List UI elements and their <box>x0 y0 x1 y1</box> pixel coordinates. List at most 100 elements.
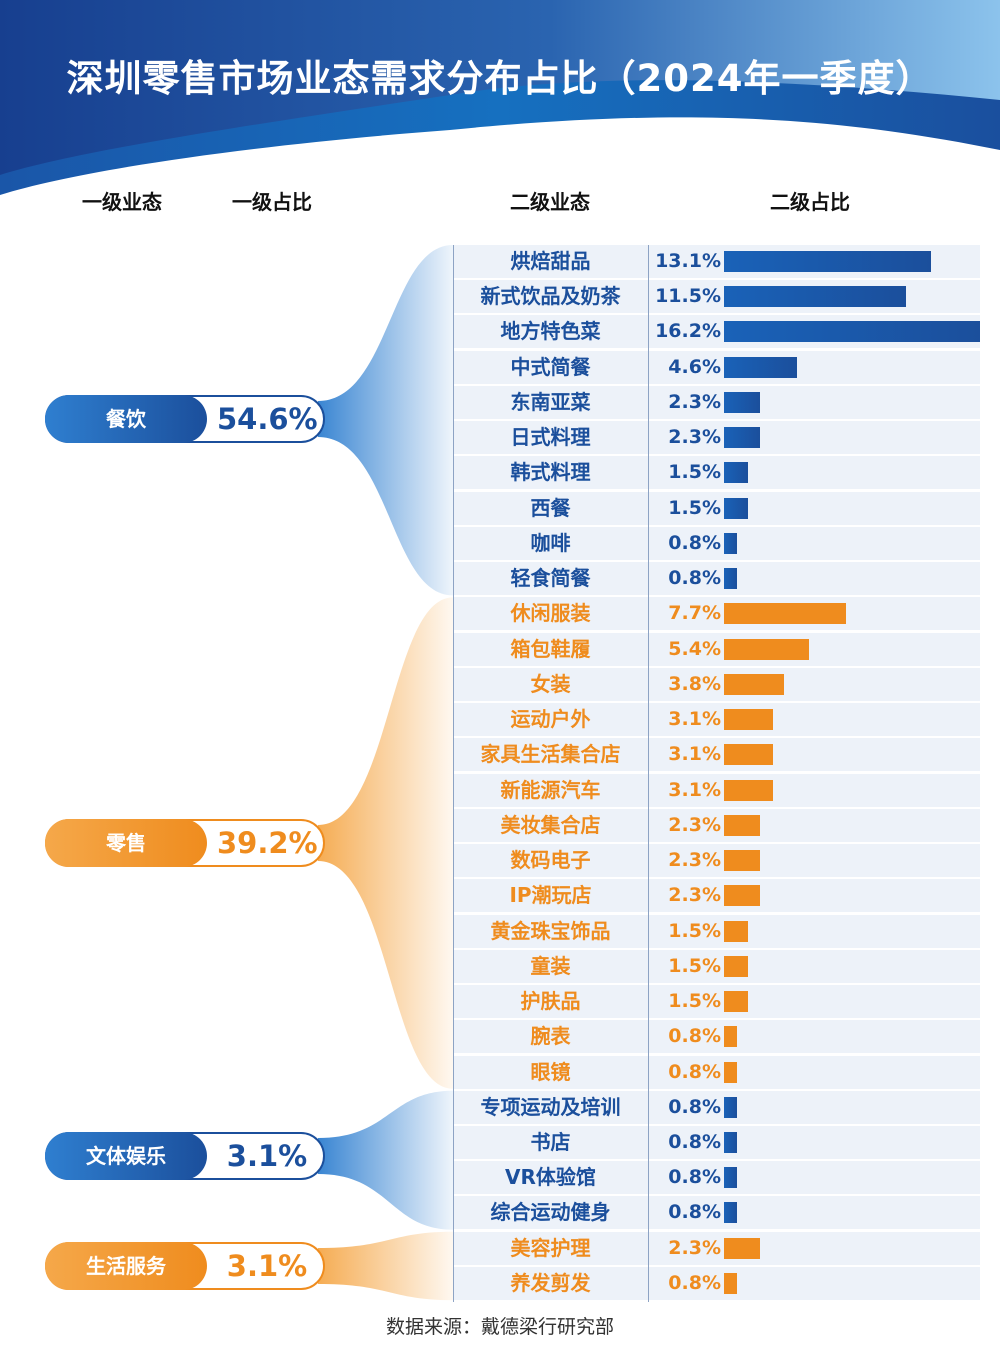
level2-value-label: 0.8% <box>668 1095 721 1118</box>
level2-name: 书店 <box>530 1130 571 1154</box>
level2-name: 新式饮品及奶茶 <box>480 284 621 309</box>
table-row: 西餐 1.5% <box>453 491 980 525</box>
level2-name: 专项运动及培训 <box>480 1094 621 1119</box>
level2-value-label: 1.5% <box>668 954 721 977</box>
level1-category: 零售 <box>45 819 207 867</box>
bar <box>724 744 773 766</box>
bar <box>724 603 846 625</box>
table-row: 童装 1.5% <box>453 949 980 983</box>
funnel-2 <box>318 1090 453 1230</box>
level2-name: 养发剪发 <box>510 1270 591 1295</box>
level2-value-label: 3.1% <box>668 743 721 766</box>
level2-name: 家具生活集合店 <box>480 742 621 767</box>
bar <box>724 991 748 1013</box>
table-row: 休闲服装 7.7% <box>453 597 980 631</box>
level2-value-label: 3.1% <box>668 778 721 801</box>
level2-value-label: 13.1% <box>655 250 721 272</box>
bar <box>724 251 931 272</box>
table-row: 书店 0.8% <box>453 1126 980 1159</box>
level1-share: 3.1% <box>226 1139 308 1173</box>
level2-value-label: 0.8% <box>668 531 721 554</box>
table-row: 腕表 0.8% <box>453 1020 980 1054</box>
bar <box>724 885 761 907</box>
table-row: VR体验馆 0.8% <box>453 1161 980 1195</box>
bar <box>724 568 737 590</box>
funnel-0 <box>318 245 453 596</box>
table-row: 黄金珠宝饰品 1.5% <box>453 914 980 948</box>
funnel-3 <box>318 1231 453 1301</box>
level2-value-label: 0.8% <box>668 1271 721 1294</box>
table-row: 养发剪发 0.8% <box>453 1266 980 1300</box>
level2-name: 轻食简餐 <box>510 566 591 591</box>
level1-pill: 餐饮 54.6% <box>45 395 325 443</box>
level2-name: 综合运动健身 <box>490 1200 611 1225</box>
level2-value-label: 1.5% <box>668 496 721 519</box>
table-row: 轻食简餐 0.8% <box>453 562 980 596</box>
column-divider <box>648 245 649 1303</box>
table-row: 综合运动健身 0.8% <box>453 1196 980 1230</box>
table-row: 女装 3.8% <box>453 667 980 701</box>
level1-category: 餐饮 <box>45 395 207 443</box>
bar <box>724 356 797 378</box>
level2-value-label: 2.3% <box>668 390 721 413</box>
level2-value-label: 0.8% <box>668 1166 721 1189</box>
level2-value-label: 2.3% <box>668 813 721 836</box>
column-header-level2-share: 二级占比 <box>770 190 850 214</box>
level2-value-label: 16.2% <box>655 320 721 343</box>
table-row: 数码电子 2.3% <box>453 844 980 878</box>
table-row: 美妆集合店 2.3% <box>453 808 980 842</box>
bar <box>724 673 785 695</box>
table-row: 箱包鞋履 5.4% <box>453 632 980 666</box>
bar <box>724 497 748 519</box>
level1-category: 文体娱乐 <box>45 1132 207 1180</box>
level2-name: 数码电子 <box>510 848 591 873</box>
table-row: 专项运动及培训 0.8% <box>453 1090 980 1124</box>
level2-name: 地方特色菜 <box>500 319 601 344</box>
level1-pill: 文体娱乐 3.1% <box>45 1132 325 1180</box>
bar <box>724 1132 737 1153</box>
level2-value-label: 3.8% <box>668 672 721 695</box>
bar <box>724 391 761 413</box>
level2-name: 休闲服装 <box>510 601 591 626</box>
bar <box>724 955 748 977</box>
table-row: 美容护理 2.3% <box>453 1231 980 1265</box>
level2-name: 箱包鞋履 <box>510 636 591 661</box>
level1-share: 3.1% <box>226 1249 308 1283</box>
bar <box>724 1061 737 1083</box>
level2-value-label: 0.8% <box>668 1025 721 1048</box>
bar <box>724 709 773 731</box>
bar <box>724 1202 737 1224</box>
table-row: 咖啡 0.8% <box>453 526 980 560</box>
column-header-level1-type: 一级业态 <box>82 190 162 214</box>
level2-name: 西餐 <box>530 495 571 520</box>
bar <box>724 427 761 449</box>
table-row: 眼镜 0.8% <box>453 1055 980 1089</box>
level2-name: 中式简餐 <box>510 354 591 379</box>
level1-pill: 生活服务 3.1% <box>45 1242 325 1290</box>
table-row: IP潮玩店 2.3% <box>453 879 980 913</box>
level2-value-label: 1.5% <box>668 461 721 484</box>
header-banner <box>0 0 1000 200</box>
bar <box>724 850 761 872</box>
table-row: 地方特色菜 16.2% <box>453 315 980 349</box>
level2-value-label: 1.5% <box>668 919 721 942</box>
level2-name: 新能源汽车 <box>500 777 601 802</box>
level2-value-label: 0.8% <box>668 1060 721 1083</box>
level2-value-label: 2.3% <box>668 849 721 872</box>
level2-name: 腕表 <box>530 1024 571 1049</box>
table-row: 新式饮品及奶茶 11.5% <box>453 280 980 314</box>
level2-value-label: 0.8% <box>668 1201 721 1224</box>
level2-value-label: 11.5% <box>655 285 721 308</box>
bar <box>724 1026 737 1048</box>
level2-name: VR体验馆 <box>505 1165 596 1190</box>
level1-share: 54.6% <box>217 402 318 436</box>
data-source: 数据来源：戴德梁行研究部 <box>385 1316 614 1338</box>
level2-name: IP潮玩店 <box>509 883 592 908</box>
bar <box>724 779 773 801</box>
funnel-1 <box>318 597 453 1089</box>
level2-value-label: 7.7% <box>668 602 721 625</box>
table-left-border <box>453 245 454 1303</box>
level1-pill: 零售 39.2% <box>45 819 325 867</box>
